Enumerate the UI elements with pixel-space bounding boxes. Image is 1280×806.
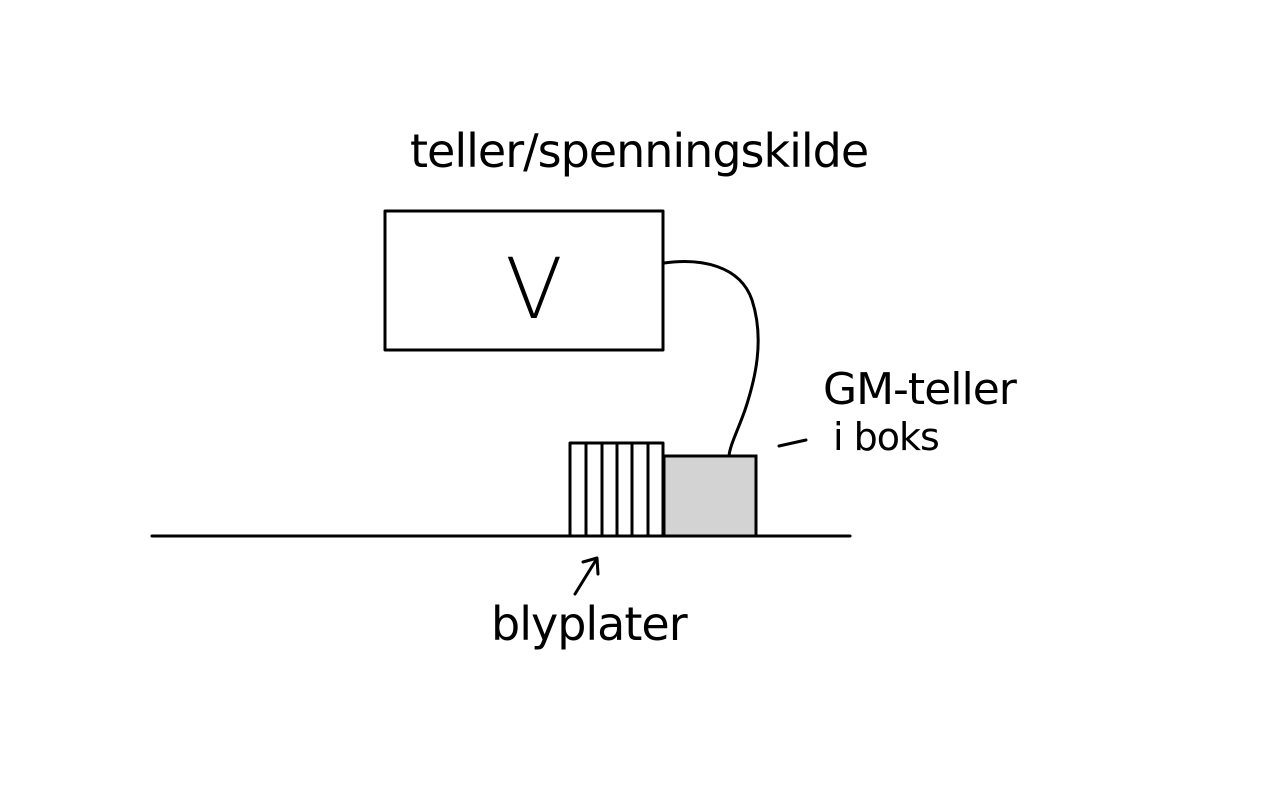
- detector-pointer-line: [777, 438, 808, 448]
- plates-arrow-shaft: [573, 558, 598, 596]
- title-label: teller/spenningskilde: [410, 124, 868, 178]
- meter-symbol: V: [505, 240, 562, 338]
- gm-detector-box: [662, 454, 758, 538]
- plates-arrow-head: [581, 556, 600, 576]
- detector-label-line2: i boks: [833, 415, 939, 459]
- lead-plates: [568, 441, 665, 538]
- detector-label: GM-teller: [823, 364, 1018, 415]
- connecting-cable: [662, 260, 760, 458]
- plates-arrow: [573, 556, 600, 596]
- plates-label: blyplater: [491, 597, 688, 651]
- meter-box: [383, 209, 665, 352]
